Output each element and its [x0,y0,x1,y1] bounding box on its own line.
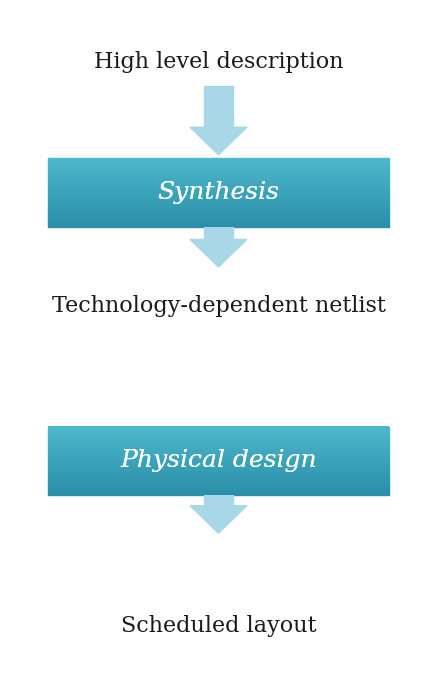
Bar [48,186,389,188]
Bar [48,430,389,432]
Bar [48,490,389,492]
Text: Technology-dependent netlist: Technology-dependent netlist [52,295,385,317]
Bar [48,162,389,164]
Bar [48,463,389,464]
Bar [48,439,389,440]
Bar [48,171,389,172]
Bar [48,184,389,186]
Bar [48,437,389,439]
Bar [48,160,389,162]
Text: High level description: High level description [94,51,343,73]
Bar [48,202,389,203]
Bar [48,444,389,446]
Bar [48,478,389,480]
Bar [48,453,389,454]
Polygon shape [190,127,247,155]
Bar [48,164,389,165]
Bar [48,210,389,212]
Bar [48,427,389,428]
Bar [48,473,389,475]
Bar [48,189,389,191]
Bar [48,458,389,460]
Bar [48,181,389,182]
Bar [48,188,389,189]
Bar [48,220,389,222]
Bar [48,456,389,458]
Bar [48,483,389,485]
Bar [48,179,389,181]
Polygon shape [190,239,247,267]
Polygon shape [190,506,247,533]
Bar [48,213,389,215]
Bar [48,440,389,442]
Bar [48,178,389,179]
Text: Scheduled layout: Scheduled layout [121,615,316,637]
Bar [48,446,389,447]
Bar [48,461,389,463]
Bar [48,454,389,456]
Bar [48,468,389,470]
Bar [48,175,389,178]
Text: Physical design: Physical design [120,449,317,473]
Bar [48,460,389,461]
Bar [48,494,389,495]
Bar [48,206,389,208]
Bar [48,205,389,206]
Bar [48,482,389,483]
Bar [205,198,232,239]
Bar [205,464,232,506]
Bar [48,196,389,198]
Bar [48,158,389,160]
Bar [48,219,389,220]
Bar [48,485,389,487]
Bar [48,447,389,449]
Bar [48,449,389,451]
Bar [48,226,389,227]
Bar [48,217,389,219]
Bar [48,174,389,175]
Text: Synthesis: Synthesis [157,181,280,204]
Bar [48,167,389,169]
Bar [48,169,389,171]
Bar [48,487,389,488]
Bar [48,200,389,202]
Bar [48,464,389,466]
Bar [48,203,389,205]
Bar [48,195,389,196]
Bar [48,182,389,184]
Bar [205,86,232,127]
Bar [48,432,389,433]
Bar [48,215,389,217]
Bar [48,224,389,226]
Bar [48,471,389,473]
Text: Physical design: Physical design [120,449,317,473]
Bar [48,451,389,453]
Bar [48,442,389,444]
Bar [48,208,389,210]
Bar [48,475,389,476]
Bar [48,492,389,494]
Bar [48,165,389,167]
Bar [48,488,389,490]
Bar [48,428,389,430]
Bar [48,466,389,468]
Text: Synthesis: Synthesis [157,181,280,204]
Bar [48,193,389,195]
Bar [48,222,389,224]
Bar [48,436,389,437]
Bar [48,476,389,478]
Bar [48,191,389,193]
Bar [48,212,389,213]
Bar [48,433,389,436]
Bar [48,172,389,174]
Bar [48,198,389,200]
Bar [48,480,389,482]
Bar [48,470,389,471]
